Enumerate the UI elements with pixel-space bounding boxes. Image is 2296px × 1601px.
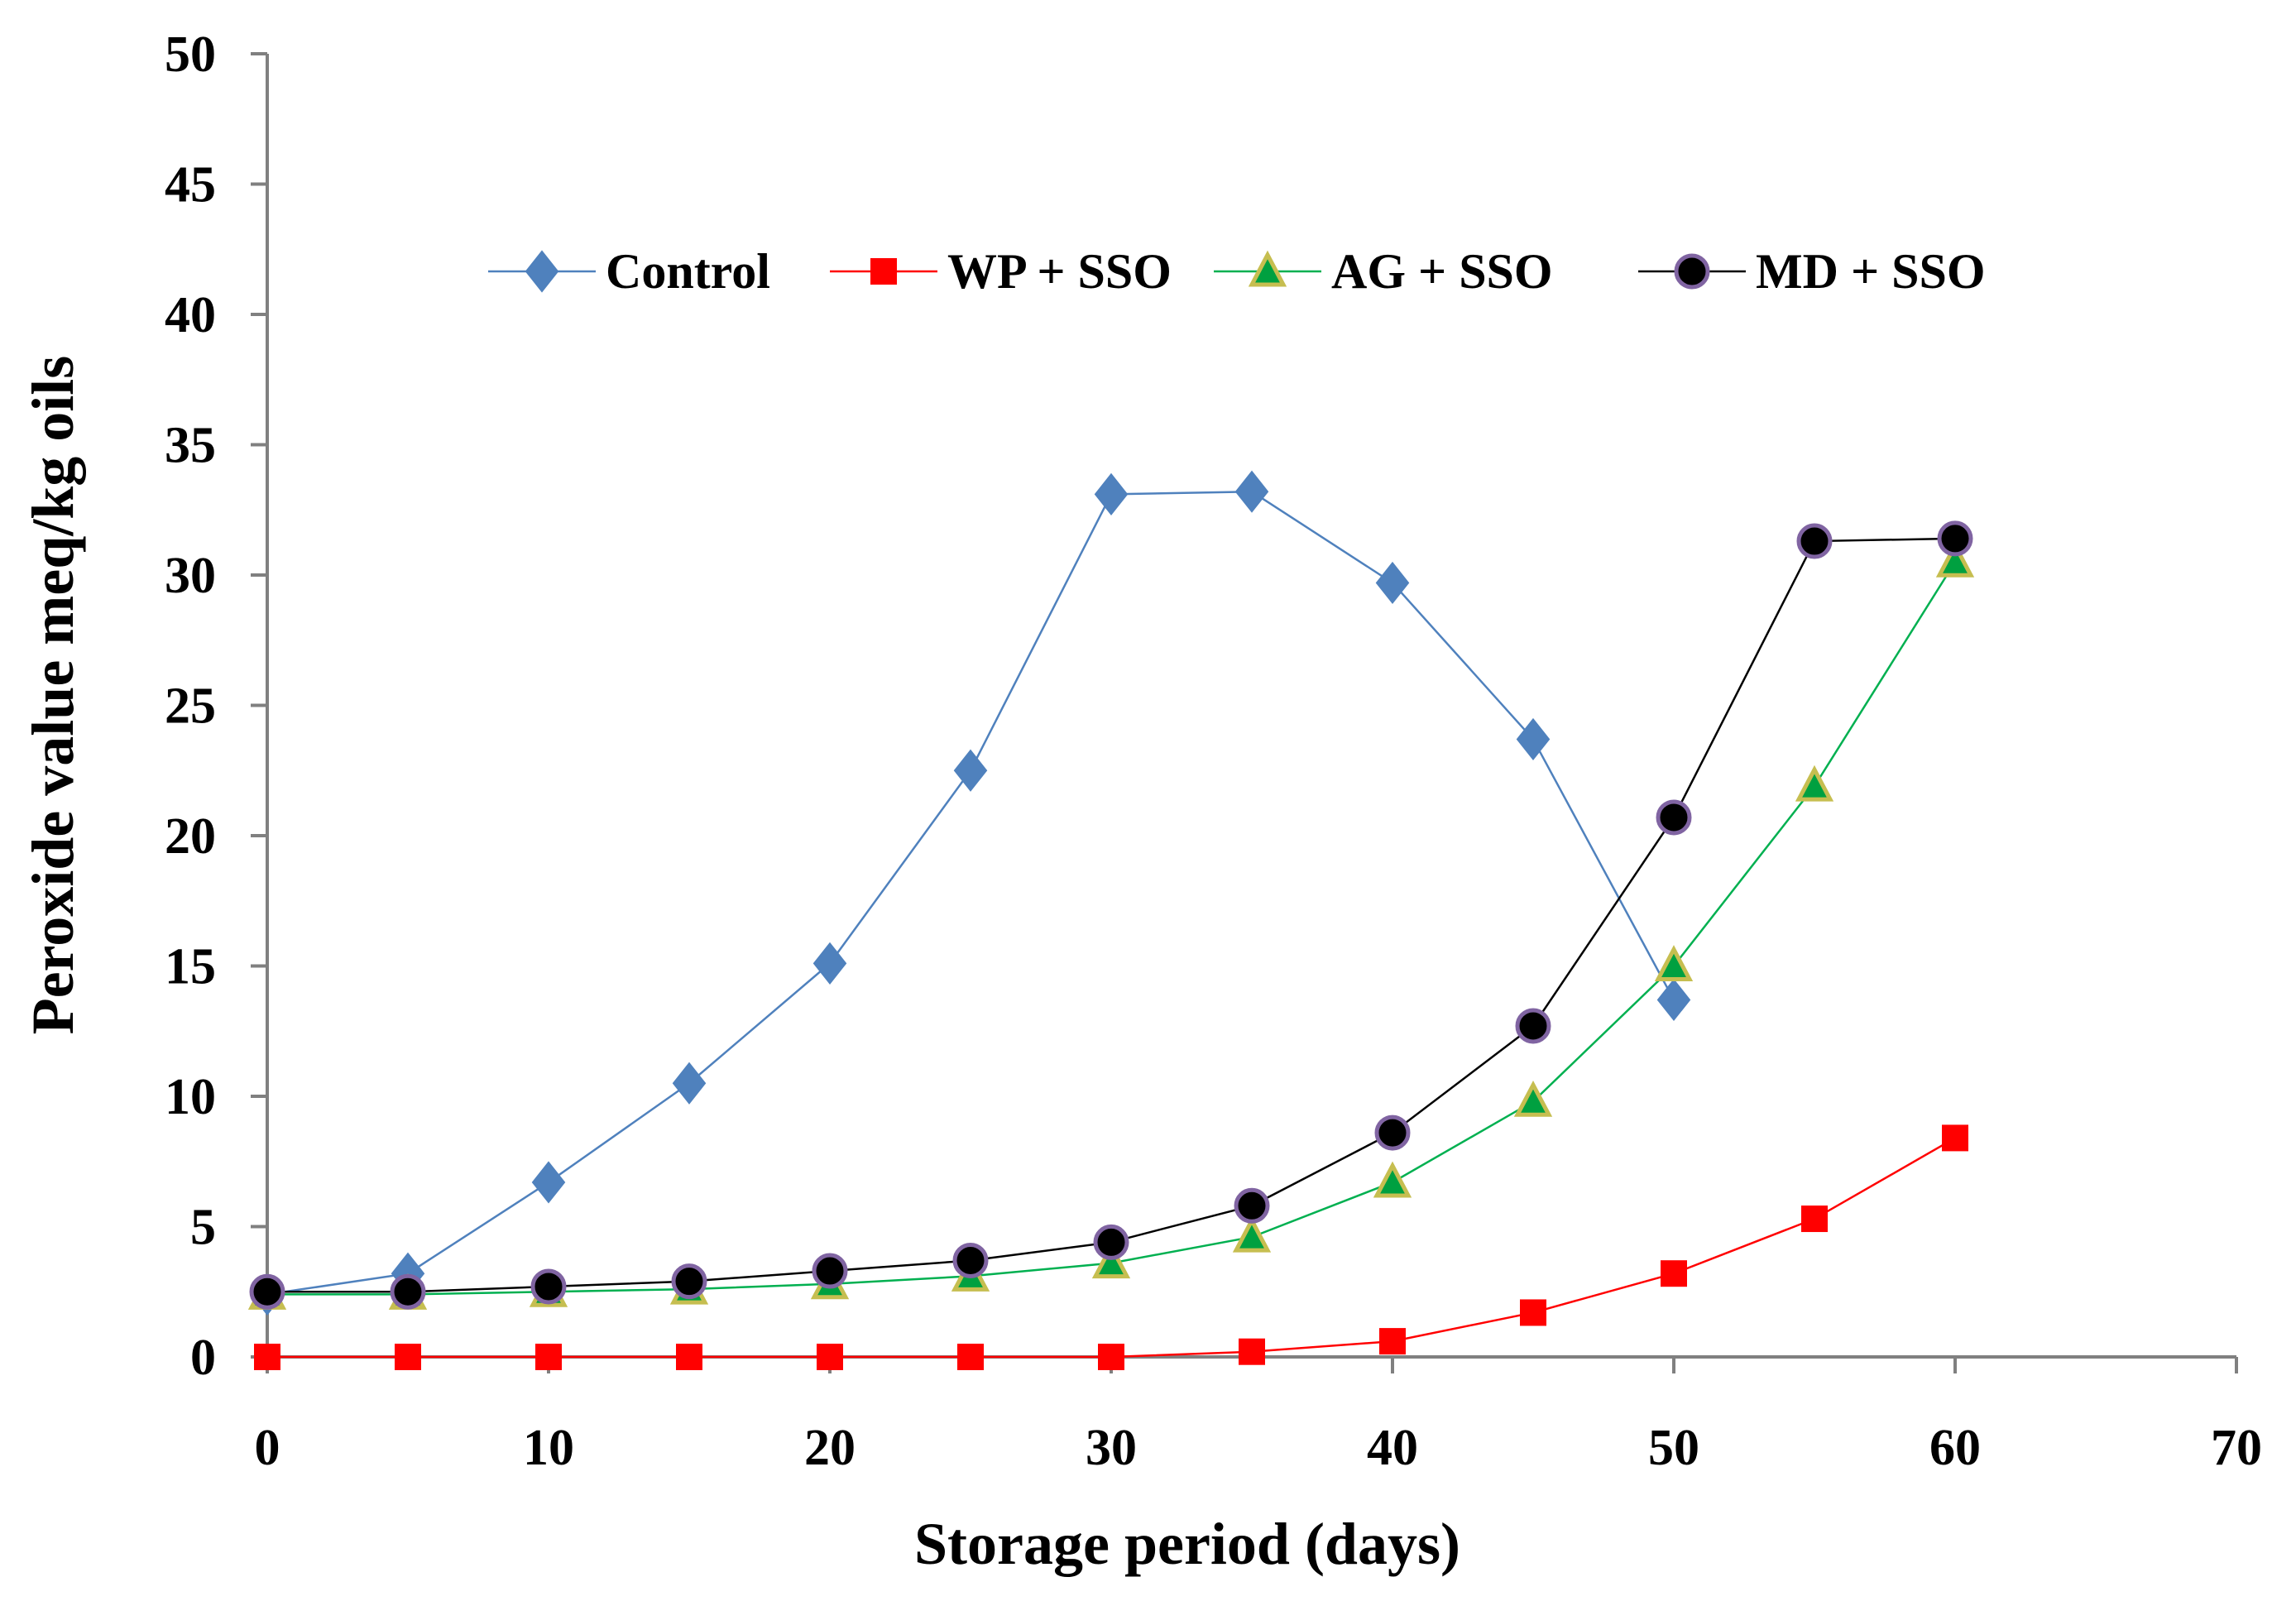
data-point bbox=[1098, 1344, 1124, 1370]
data-point bbox=[817, 1344, 843, 1370]
data-point bbox=[1516, 717, 1551, 761]
legend-label: MD + SSO bbox=[1756, 244, 1986, 299]
series-control bbox=[250, 470, 1691, 1316]
x-tick-label: 70 bbox=[2211, 1420, 2262, 1476]
legend-item: WP + SSO bbox=[830, 244, 1172, 299]
legend-item: Control bbox=[488, 244, 770, 299]
y-axis-title: Peroxide value meq/kg oils bbox=[20, 356, 86, 1035]
data-point bbox=[395, 1344, 421, 1370]
data-point bbox=[535, 1344, 562, 1370]
y-tick-label: 5 bbox=[190, 1200, 216, 1256]
data-point bbox=[249, 1273, 285, 1310]
data-point bbox=[1093, 1224, 1129, 1260]
data-point bbox=[1234, 470, 1269, 513]
y-tick-label: 30 bbox=[165, 548, 216, 604]
data-point bbox=[672, 1062, 707, 1105]
data-point bbox=[1513, 1080, 1553, 1117]
data-point bbox=[530, 1268, 567, 1305]
data-point bbox=[1374, 1114, 1411, 1151]
data-point bbox=[952, 1242, 989, 1278]
x-tick-label: 20 bbox=[804, 1420, 856, 1476]
series-line bbox=[266, 490, 1675, 1296]
data-point bbox=[1795, 765, 1834, 802]
data-point bbox=[1520, 1299, 1546, 1326]
data-point bbox=[1656, 799, 1692, 836]
x-tick-label: 30 bbox=[1086, 1420, 1137, 1476]
y-tick-label: 20 bbox=[165, 808, 216, 865]
legend-label: AG + SSO bbox=[1331, 244, 1553, 299]
data-point bbox=[1232, 1215, 1272, 1253]
legend-label: WP + SSO bbox=[947, 244, 1172, 299]
series-md-sso bbox=[249, 520, 1973, 1310]
data-point bbox=[1239, 1338, 1265, 1365]
y-tick-label: 15 bbox=[165, 939, 216, 995]
y-tick-label: 50 bbox=[165, 26, 216, 83]
data-point bbox=[1796, 523, 1833, 559]
legend-label: Control bbox=[606, 244, 770, 299]
y-tick-label: 10 bbox=[165, 1069, 216, 1125]
legend: Control WP + SSO AG + SSO MD + SSO bbox=[488, 244, 1986, 299]
x-tick-label: 0 bbox=[255, 1420, 280, 1476]
series-wp-sso bbox=[254, 1124, 1968, 1370]
data-point bbox=[1515, 1008, 1551, 1044]
data-point bbox=[1937, 520, 1973, 557]
data-point bbox=[676, 1344, 702, 1370]
series-line bbox=[267, 537, 1956, 1293]
y-tick-label: 25 bbox=[165, 678, 216, 735]
axes: 0 5 10 15 20 25 30 35 40 45 50 0 10 20 30 40 50 60 70 bbox=[165, 26, 2262, 1476]
x-tick-label: 10 bbox=[523, 1420, 574, 1476]
data-point bbox=[1375, 561, 1410, 605]
data-point bbox=[957, 1344, 984, 1370]
data-point bbox=[1661, 1260, 1687, 1287]
data-point bbox=[1091, 1242, 1131, 1279]
series-layer bbox=[247, 470, 1975, 1370]
x-tick-label: 50 bbox=[1648, 1420, 1699, 1476]
data-point bbox=[390, 1273, 426, 1310]
series-line bbox=[267, 561, 1957, 1296]
data-point bbox=[1935, 540, 1975, 578]
legend-marker bbox=[870, 258, 897, 285]
data-point bbox=[1656, 978, 1691, 1022]
data-point bbox=[812, 942, 847, 985]
legend-marker bbox=[525, 250, 559, 293]
data-point bbox=[254, 1344, 280, 1370]
data-point bbox=[671, 1263, 707, 1300]
legend-marker bbox=[1674, 253, 1710, 290]
legend-item: MD + SSO bbox=[1638, 244, 1986, 299]
data-point bbox=[1373, 1161, 1412, 1198]
y-tick-label: 0 bbox=[190, 1330, 216, 1386]
y-tick-label: 35 bbox=[165, 418, 216, 474]
series-ag-sso bbox=[247, 540, 1975, 1310]
legend-item: AG + SSO bbox=[1214, 244, 1553, 299]
data-point bbox=[1094, 472, 1129, 515]
data-point bbox=[1379, 1328, 1406, 1355]
legend-marker bbox=[1248, 250, 1287, 287]
x-tick-label: 40 bbox=[1367, 1420, 1418, 1476]
y-tick-label: 40 bbox=[165, 287, 216, 343]
data-point bbox=[1801, 1206, 1828, 1233]
data-point bbox=[953, 749, 988, 792]
x-tick-label: 60 bbox=[1929, 1420, 1981, 1476]
data-point bbox=[1942, 1124, 1968, 1152]
data-point bbox=[531, 1161, 566, 1204]
data-point bbox=[1654, 945, 1694, 981]
data-point bbox=[1234, 1187, 1270, 1224]
x-axis-title: Storage period (days) bbox=[914, 1511, 1460, 1577]
y-tick-label: 45 bbox=[165, 157, 216, 213]
data-point bbox=[812, 1253, 848, 1289]
